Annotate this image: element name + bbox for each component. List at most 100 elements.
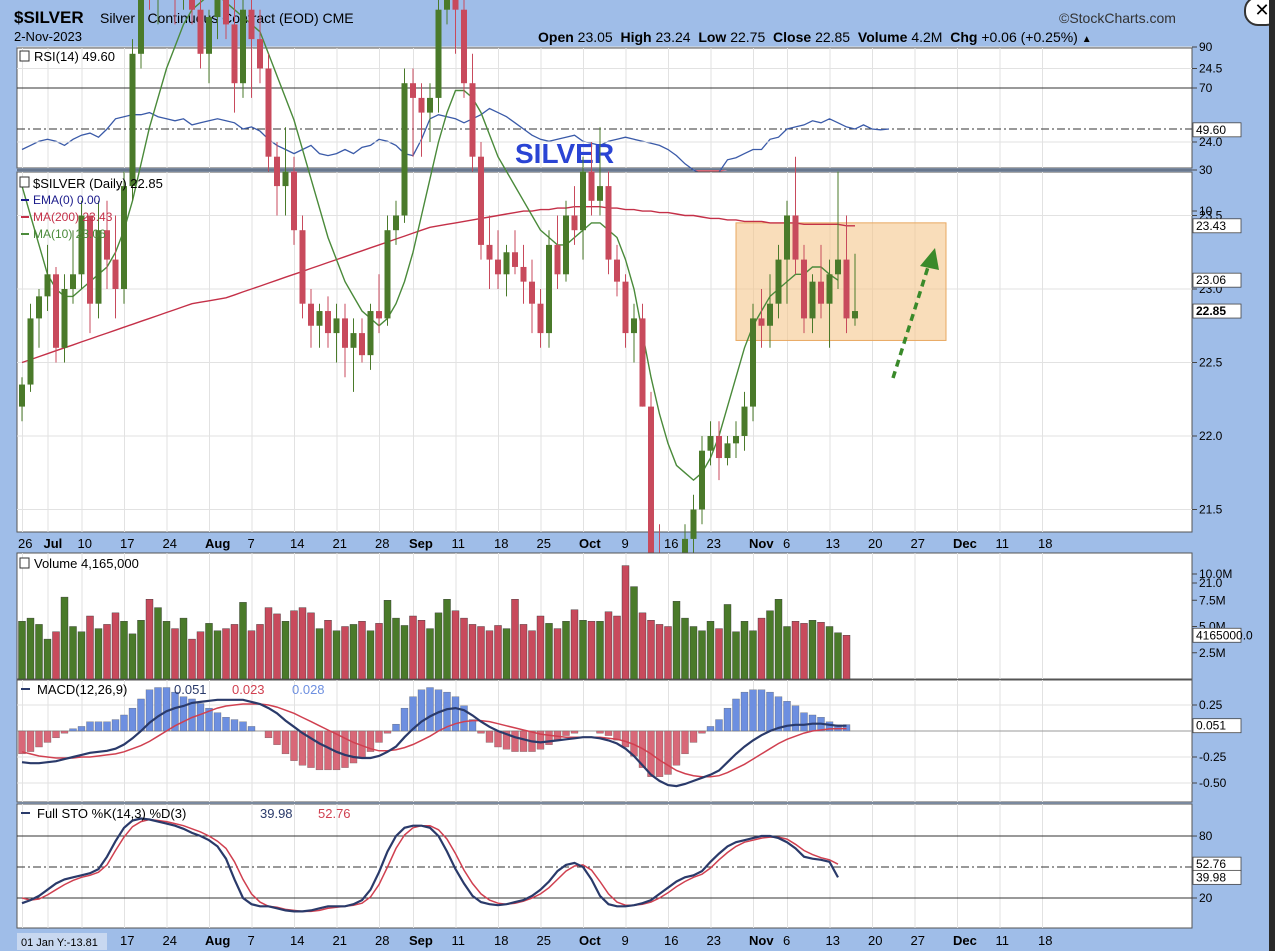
- x-axis-label: 21: [333, 933, 347, 948]
- x-axis-label: 18: [1038, 933, 1052, 948]
- macd-histogram-bar: [69, 728, 77, 732]
- candle-body: [486, 244, 493, 260]
- volume-bar: [740, 621, 749, 680]
- macd-panel: [16, 679, 1193, 803]
- macd-histogram-bar: [205, 707, 213, 732]
- candle-body: [393, 215, 399, 231]
- volume-tick-label: 10.0M: [1199, 567, 1232, 581]
- macd-histogram-bar: [52, 730, 60, 739]
- candle-body: [274, 156, 280, 187]
- sto-d-last-value: 52.76: [1196, 857, 1226, 871]
- rsi-last-value-box: [1192, 122, 1242, 138]
- macd-histogram-bar: [596, 730, 604, 734]
- macd-histogram-bar: [655, 730, 664, 777]
- volume-bar: [307, 612, 315, 680]
- macd-histogram-bar: [766, 691, 774, 732]
- volume-bar: [120, 621, 128, 680]
- volume-bar: [494, 625, 502, 680]
- x-axis-label: 24: [163, 536, 177, 551]
- volume-bar: [621, 565, 630, 680]
- rsi-panel-icon: [19, 50, 30, 62]
- volume-bars: [18, 565, 851, 680]
- candle-body: [316, 311, 323, 326]
- volume-bar: [417, 620, 426, 680]
- volume-bar: [511, 599, 519, 680]
- volume-label: Volume 4,165,000: [34, 556, 139, 571]
- candle-body: [291, 171, 297, 231]
- macd-histogram-bar: [740, 691, 749, 732]
- x-axis-label: 28: [375, 536, 389, 551]
- x-axis-label: 20: [868, 933, 882, 948]
- candle-body: [520, 266, 527, 282]
- candle-body: [359, 333, 365, 356]
- candle-body: [699, 450, 705, 510]
- macd-tick-label: -0.25: [1199, 750, 1227, 764]
- candle-body: [478, 156, 484, 245]
- macd-histogram-bar: [409, 696, 417, 732]
- volume-bar: [834, 632, 842, 680]
- macd-histogram-bar: [120, 714, 128, 732]
- volume-bar: [213, 630, 222, 680]
- candle-body: [631, 318, 637, 334]
- volume-bar: [349, 624, 358, 680]
- macd-histogram-bar: [672, 730, 681, 766]
- macd-histogram-bar: [749, 689, 757, 732]
- candle-body: [206, 17, 212, 54]
- sto-k-last-value: 39.98: [1196, 870, 1226, 884]
- volume-bar: [596, 621, 604, 680]
- candle-body: [189, 0, 195, 10]
- brand-logo: ©StockCharts.com: [1059, 10, 1176, 26]
- volume-bar: [60, 596, 69, 680]
- macd-histogram-bar: [341, 730, 349, 768]
- open-label: Open: [538, 29, 574, 45]
- volume-bar: [825, 626, 834, 680]
- volume-bar: [26, 617, 35, 680]
- x-axis-label: 18: [494, 933, 508, 948]
- volume-bar: [341, 626, 349, 680]
- macd-histogram-bar: [264, 730, 273, 739]
- candle-body: [367, 311, 374, 356]
- ma200-last-value: 23.43: [1196, 219, 1226, 233]
- low-label: Low: [698, 29, 727, 45]
- macd-histogram-bar: [196, 703, 205, 732]
- macd-histogram-bar: [86, 721, 94, 732]
- legend-entry: MA(10) 23.06: [33, 227, 106, 241]
- volume-bar: [570, 609, 579, 680]
- volume-bar: [69, 626, 77, 680]
- candle-body: [826, 274, 833, 304]
- volume-bar: [426, 628, 434, 680]
- macd-histogram-bar: [783, 701, 791, 732]
- macd-histogram-bar: [545, 730, 553, 745]
- x-axis-label: Sep: [409, 933, 433, 948]
- candle-body: [104, 230, 110, 260]
- sto-k-last-value-box: [1192, 869, 1242, 885]
- volume-bar: [18, 621, 26, 680]
- candle-body: [733, 436, 739, 444]
- x-axis-label: 28: [375, 933, 389, 948]
- candle-body: [257, 39, 263, 69]
- volume-tick-label: 2.5M: [1199, 646, 1226, 660]
- macd-histogram-bar: [94, 721, 103, 732]
- x-axis-label: Oct: [579, 536, 601, 551]
- macd-histogram-bar: [222, 717, 230, 732]
- candle-body: [384, 230, 391, 319]
- volume-bar: [239, 602, 247, 680]
- x-axis-label: 26: [18, 536, 32, 551]
- ma10-last-value-box: [1192, 272, 1242, 288]
- volume-bar: [655, 624, 664, 680]
- macd-histogram-bar: [60, 730, 69, 734]
- macd-histogram-bar: [494, 730, 502, 748]
- candle-body: [622, 281, 629, 334]
- volume-bar: [842, 635, 851, 680]
- close-last-value-box: [1192, 303, 1242, 319]
- price-panel-icon: [19, 176, 30, 188]
- volume-bar: [536, 615, 545, 680]
- volume-bar: [783, 626, 791, 680]
- candle-body: [741, 406, 748, 436]
- ma200-line: [21, 205, 855, 364]
- x-axis-label: 11: [996, 933, 1010, 948]
- sto-k-line: [21, 817, 839, 913]
- macd-histogram-bar: [451, 696, 460, 732]
- candle-body: [843, 259, 850, 319]
- price-tick-label: 25.0: [1199, 0, 1223, 2]
